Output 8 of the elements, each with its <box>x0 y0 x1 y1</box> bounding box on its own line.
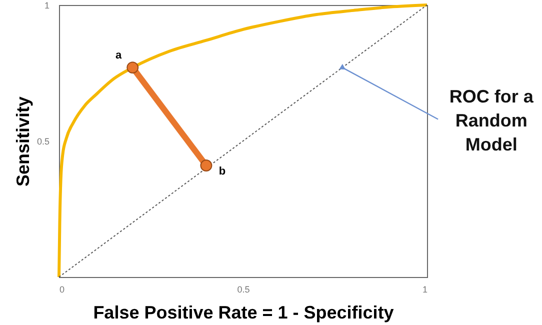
annotation: ROC for a Random Model <box>449 86 534 154</box>
annotation: a <box>116 50 123 62</box>
x-tick-label: 0.5 <box>237 284 250 294</box>
y-axis-title: Sensitivity <box>12 96 33 187</box>
x-axis-title: False Positive Rate = 1 - Specificity <box>93 302 394 322</box>
annotation: b <box>218 165 226 178</box>
x-tick-label: 1 <box>422 284 428 294</box>
x-tick-label: 0 <box>60 284 65 294</box>
